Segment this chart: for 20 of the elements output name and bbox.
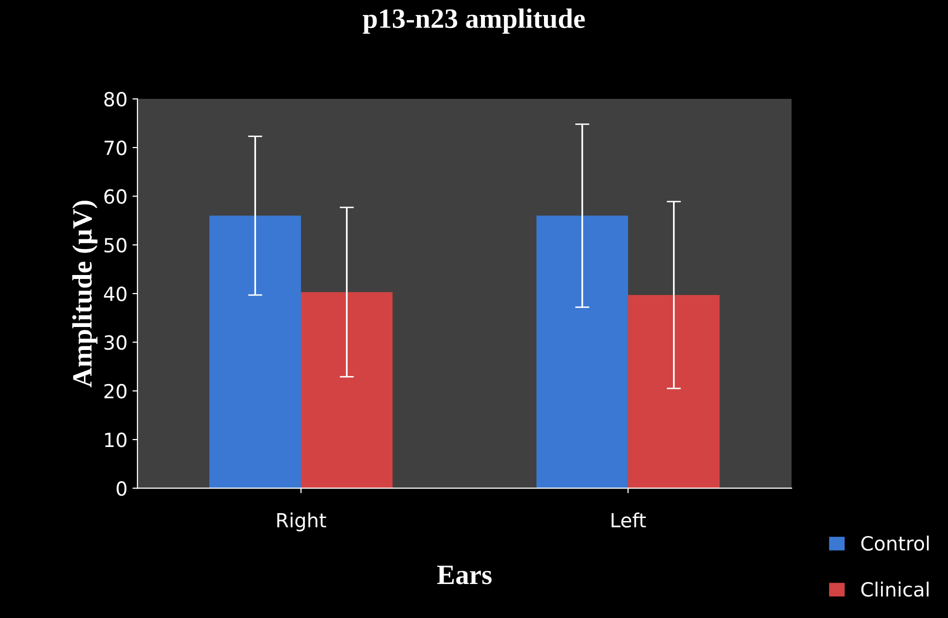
- bar: [628, 295, 720, 488]
- y-tick-label: 80: [104, 92, 126, 107]
- y-tick-label: 70: [104, 140, 126, 156]
- x-axis-title: Ears: [437, 566, 492, 584]
- legend-label: Control: [861, 536, 929, 551]
- chart-title: p13-n23 amplitude: [362, 8, 585, 34]
- y-tick-label: 0: [116, 481, 126, 496]
- bar: [209, 216, 301, 488]
- y-tick-label: 50: [104, 238, 126, 253]
- y-tick-label: 30: [104, 335, 126, 350]
- legend-label: Clinical: [861, 582, 929, 597]
- y-tick-label: 10: [105, 432, 126, 448]
- bar: [300, 292, 393, 488]
- bar: [536, 216, 628, 488]
- y-axis-title: Amplitude (µV): [72, 200, 98, 388]
- y-tick-label: 20: [104, 384, 126, 399]
- y-tick-label: 40: [104, 286, 126, 302]
- x-tick-label: Left: [612, 512, 646, 528]
- y-tick-label: 60: [104, 189, 126, 204]
- x-tick-label: Right: [277, 512, 326, 532]
